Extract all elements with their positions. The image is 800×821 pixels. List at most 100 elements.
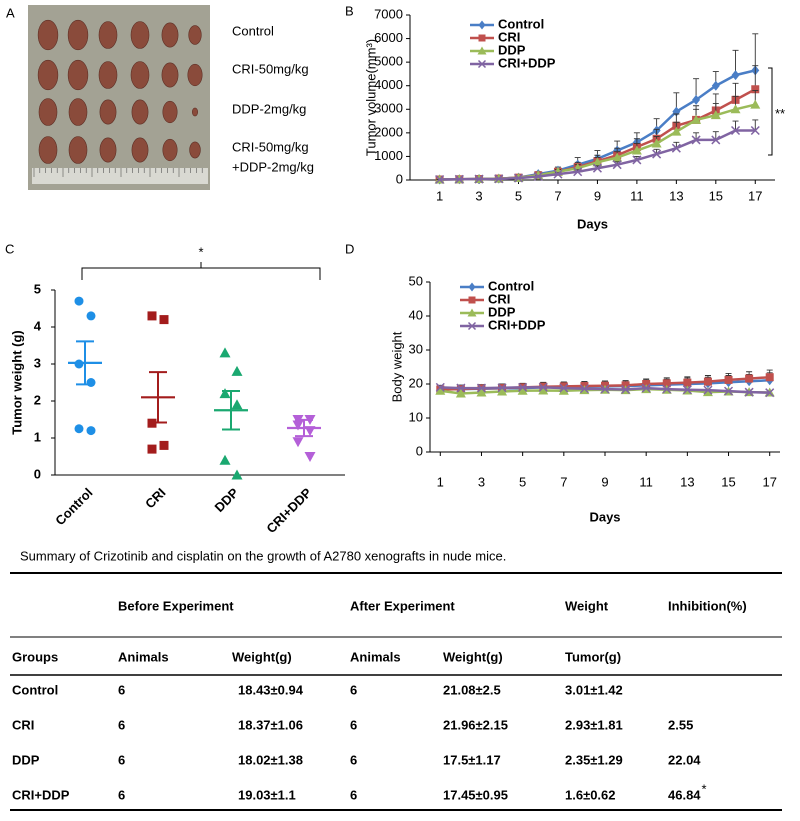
point [765, 373, 774, 382]
table-cell: 6 [350, 787, 357, 802]
point [476, 387, 487, 397]
point [612, 160, 622, 170]
tumor-photo [28, 5, 210, 190]
x-tick-label: 1 [437, 474, 444, 489]
table-group-header: Weight [565, 598, 609, 613]
y-tick-label: 1 [34, 429, 41, 444]
point [723, 386, 734, 396]
legend-label: Control [498, 16, 544, 31]
table-cell: 22.04 [668, 752, 701, 767]
y-tick-label: 5 [34, 281, 41, 296]
tumor [99, 137, 117, 163]
point [86, 378, 96, 387]
legend-label: DDP [498, 42, 526, 57]
point [456, 383, 466, 393]
y-tick-label: 7000 [374, 6, 403, 21]
error-bar [76, 340, 94, 386]
table-cell: 46.84 [668, 787, 701, 802]
point [86, 311, 96, 321]
group-label: CRI-50mg/kg [232, 139, 309, 154]
tumor [131, 137, 149, 163]
x-tick-label: 11 [639, 474, 653, 489]
legend-marker [468, 296, 476, 304]
table-column-header: Tumor(g) [565, 649, 621, 664]
x-tick-label: 5 [519, 474, 526, 489]
legend-label: CRI+DDP [498, 55, 556, 70]
y-tick-label: 4 [34, 318, 42, 333]
table-cell: 2.93±1.81 [565, 717, 623, 732]
y-tick-label: 5000 [374, 54, 403, 69]
tumor [38, 136, 58, 164]
point [621, 384, 631, 394]
legend-marker [478, 34, 486, 42]
x-tick-label: 7 [560, 474, 567, 489]
table-cell: CRI [12, 717, 34, 732]
point [558, 385, 569, 395]
y-tick-label: 0 [34, 466, 41, 481]
x-tick-label: 9 [594, 188, 601, 203]
legend-label: DDP [488, 304, 516, 319]
x-tick-label: Control [52, 485, 95, 528]
panel-letter: C [5, 241, 14, 256]
error-bar [752, 119, 759, 131]
table-column-header: Animals [118, 649, 169, 664]
point [231, 365, 243, 376]
point [750, 125, 760, 136]
x-tick-label: 17 [762, 474, 776, 489]
point [533, 171, 543, 181]
y-tick-label: 30 [409, 341, 423, 356]
legend-label: CRI [488, 291, 510, 306]
point [651, 138, 662, 148]
point [538, 382, 548, 392]
tumor [192, 107, 199, 117]
table-cell: 18.43±0.94 [238, 682, 304, 697]
table-cell: 6 [350, 752, 357, 767]
x-tick-label: 15 [709, 188, 723, 203]
table-title: Summary of Crizotinib and cisplatin on t… [20, 548, 506, 563]
table-cell: 6 [118, 787, 125, 802]
y-tick-label: 6000 [374, 30, 403, 45]
point [731, 70, 740, 81]
point [159, 440, 169, 450]
point [86, 426, 96, 436]
point [538, 385, 549, 395]
table-cell: 1.6±0.62 [565, 787, 616, 802]
point [682, 385, 692, 395]
panel-letter: A [6, 5, 15, 20]
point [724, 375, 733, 384]
legend-label: CRI+DDP [488, 317, 546, 332]
legend-label: CRI [498, 29, 520, 44]
point [671, 126, 682, 136]
x-tick-label: 9 [601, 474, 608, 489]
point [703, 385, 713, 395]
group-label: +DDP-2mg/kg [232, 159, 314, 174]
point [632, 155, 642, 165]
table-cell: 21.96±2.15 [443, 717, 508, 732]
legend-marker [467, 321, 477, 331]
y-tick-label: 1000 [374, 148, 403, 163]
point [513, 173, 524, 183]
x-tick-label: 1 [436, 188, 443, 203]
point [435, 382, 445, 392]
group-label: CRI-50mg/kg [232, 61, 309, 76]
y-tick-label: 2 [34, 392, 41, 407]
y-tick-label: 0 [396, 171, 403, 186]
y-tick-label: 0 [416, 443, 423, 458]
table-cell: 2.55 [668, 717, 693, 732]
panel-letter: B [345, 3, 354, 18]
tumor [37, 59, 59, 91]
point [494, 174, 504, 184]
significance-bracket [81, 262, 321, 280]
tumor [98, 61, 118, 89]
point [497, 386, 508, 396]
point [592, 163, 602, 173]
table-cell: 6 [350, 682, 357, 697]
tumor [37, 19, 59, 51]
tumor [189, 141, 201, 159]
y-tick-label: 20 [409, 375, 423, 390]
point [642, 380, 651, 388]
tumor [130, 61, 150, 89]
x-tick-label: DDP [212, 485, 242, 515]
point [553, 169, 563, 179]
point [710, 110, 721, 120]
